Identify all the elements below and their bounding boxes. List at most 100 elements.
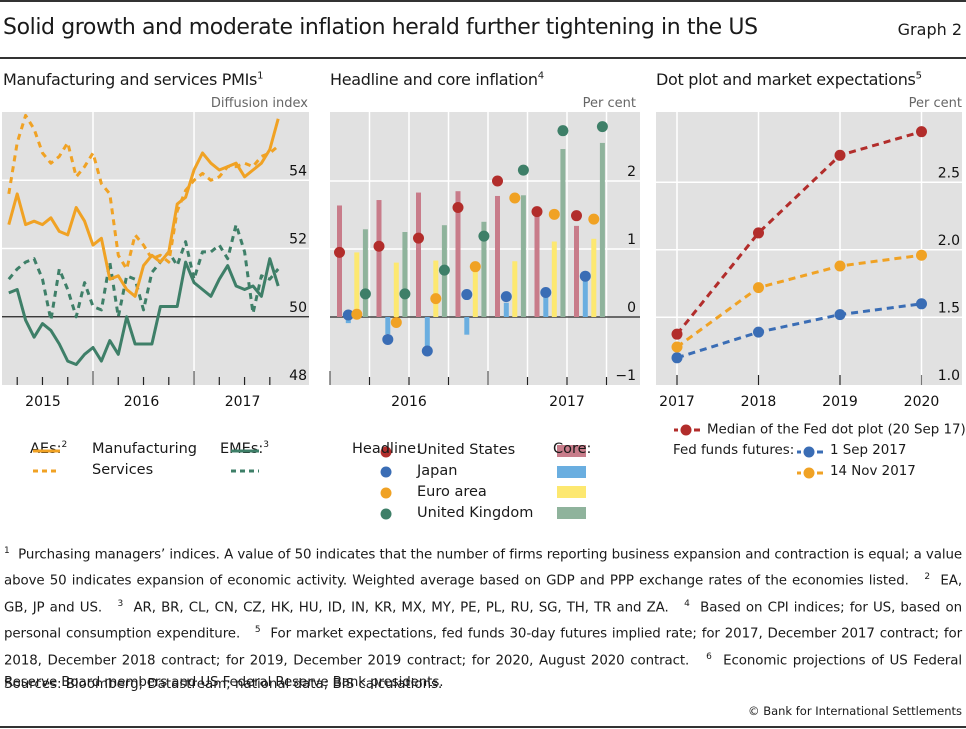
footnote-6: Economic projections of US Federal Reser… — [4, 653, 962, 691]
headline-dot-japan — [461, 289, 473, 301]
dotplot-series-line — [676, 253, 922, 349]
dotplot-title-footnote: 5 — [915, 70, 922, 82]
dotplot-xtick-label: 2017 — [659, 394, 695, 410]
headline-dot-united-kingdom — [596, 121, 608, 133]
pmi-series-aes-services — [7, 113, 280, 271]
pmi-title-text: Manufacturing and services PMIs — [3, 70, 258, 89]
core-bar-united-states — [337, 205, 342, 317]
headline-dot-united-states — [334, 246, 345, 258]
dotplot-unit-label: Per cent — [908, 96, 962, 111]
top-rule — [0, 0, 966, 2]
legend-aes-label: AEs: — [30, 440, 62, 457]
headline-dot-euro-area — [351, 308, 363, 320]
core-bar-united-states — [455, 191, 461, 317]
dotplot-chart: 2017 2018 2019 2020 1.0 1.5 2.0 2.5 — [656, 112, 962, 410]
dotplot-point — [916, 249, 927, 261]
headline-dot-japan — [421, 345, 433, 357]
core-bar-japan — [464, 317, 470, 335]
core-bar-united-kingdom — [481, 221, 487, 317]
headline-dot-united-states — [373, 240, 385, 252]
inflation-title-footnote: 4 — [537, 70, 544, 82]
dotplot-point — [916, 298, 927, 310]
inflation-chart: −1 0 1 2 2016 2017 — [329, 112, 640, 410]
dotplot-title-text: Dot plot and market expectations — [656, 70, 916, 89]
legend-emes-heading: EMEs:3 — [220, 440, 269, 457]
headline-dot-united-states — [531, 206, 543, 218]
legend-median-text: Median of the Fed dot plot (20 Sep 17) — [707, 422, 966, 438]
headline-dot-euro-area — [430, 293, 442, 305]
headline-dot-euro-area — [588, 213, 600, 225]
pmi-series-emes-manufacturing — [8, 257, 280, 366]
core-bar-euro-area — [591, 238, 597, 317]
core-bar-united-kingdom — [599, 142, 605, 317]
core-bar-euro-area — [354, 252, 360, 317]
pmi-title-footnote: 1 — [257, 70, 264, 82]
headline-dot-euro-area — [469, 261, 481, 273]
headline-dot-euro-area — [548, 208, 560, 220]
footnote-1-mark: 1 — [4, 546, 10, 556]
inflation-unit-label: Per cent — [582, 96, 636, 111]
headline-dot-japan — [579, 270, 591, 282]
legend-core-label: Core: — [553, 441, 592, 457]
dotplot-point — [671, 352, 683, 364]
core-bar-euro-area — [512, 261, 518, 317]
core-bar-euro-area — [472, 266, 478, 317]
footnote-5: For market expectations, fed funds 30-da… — [4, 626, 962, 669]
legend-item-japan: Japan — [417, 463, 458, 479]
core-bar-euro-area — [551, 241, 557, 317]
headline-dot-united-kingdom — [359, 288, 371, 300]
legend-emes-footnote: 3 — [263, 440, 270, 450]
dotplot-plot-area — [656, 112, 962, 385]
pmi-xtick-label: 2015 — [25, 394, 61, 410]
sources-note: Sources: Bloomberg; Datastream; national… — [4, 677, 443, 692]
legend-manufacturing-label: Manufacturing — [92, 441, 197, 457]
dotplot-xtick-label: 2020 — [904, 394, 940, 410]
core-bar-united-kingdom — [402, 232, 408, 317]
dotplot-ytick-label: 2.0 — [938, 233, 960, 249]
legend-headline-label: Headline: — [352, 441, 421, 457]
headline-dot-euro-area — [390, 316, 402, 328]
core-bar-united-states — [534, 215, 540, 317]
footnote-4-mark: 4 — [684, 598, 690, 609]
headline-dot-united-states — [452, 202, 464, 214]
headline-dot-united-kingdom — [438, 264, 450, 276]
core-bar-euro-area — [433, 260, 439, 317]
pmi-ytick-label: 52 — [289, 232, 307, 248]
core-bar-united-states — [376, 200, 382, 317]
dotplot-point — [753, 326, 764, 338]
footnote-2-mark: 2 — [924, 572, 930, 583]
pmi-xtick-label: 2017 — [225, 394, 261, 410]
dotplot-ytick-label: 1.5 — [938, 300, 960, 316]
core-bar-japan — [424, 317, 430, 348]
headline-dot-japan — [342, 309, 354, 321]
pmi-xtick-label: 2016 — [124, 394, 160, 410]
dotplot-panel-title: Dot plot and market expectations5 — [656, 70, 922, 89]
legend-item-united-states: United States — [417, 442, 516, 458]
legend-aes-footnote: 2 — [61, 440, 68, 450]
core-bar-japan — [582, 276, 588, 317]
legend-item-euro-area: Euro area — [417, 484, 487, 500]
dotplot-xtick-label: 2018 — [741, 394, 777, 410]
dotplot-series-line — [676, 302, 922, 360]
inflation-xtick-label: 2017 — [549, 394, 585, 410]
core-bar-united-states — [495, 195, 500, 317]
core-bar-japan — [503, 302, 509, 317]
inflation-ytick-label: 0 — [627, 300, 636, 316]
pmi-unit-label: Diffusion index — [210, 96, 308, 111]
pmi-chart: 48 50 52 54 2015 2016 2017 — [2, 112, 309, 410]
dotplot-ytick-label: 2.5 — [938, 165, 960, 181]
inflation-ytick-label: 2 — [627, 164, 636, 180]
footnote-3-mark: 3 — [117, 598, 124, 609]
dotplot-point — [753, 282, 764, 294]
inflation-ytick-label: −1 — [615, 368, 636, 384]
dotplot-point — [753, 227, 764, 239]
headline-dot-united-kingdom — [517, 164, 529, 176]
legend-item-united-kingdom: United Kingdom — [417, 505, 534, 521]
copyright-note: © Bank for International Settlements — [748, 704, 962, 718]
headline-dot-japan — [500, 291, 512, 303]
legend-sep-label: 1 Sep 2017 — [830, 443, 907, 458]
legend-futures-label: Fed funds futures: — [673, 443, 795, 458]
legend-median-label: Median of the Fed dot plot (20 Sep 17)6 — [707, 421, 966, 437]
headline-dot-united-kingdom — [478, 230, 490, 242]
pmi-series-aes-manufacturing — [7, 118, 280, 298]
